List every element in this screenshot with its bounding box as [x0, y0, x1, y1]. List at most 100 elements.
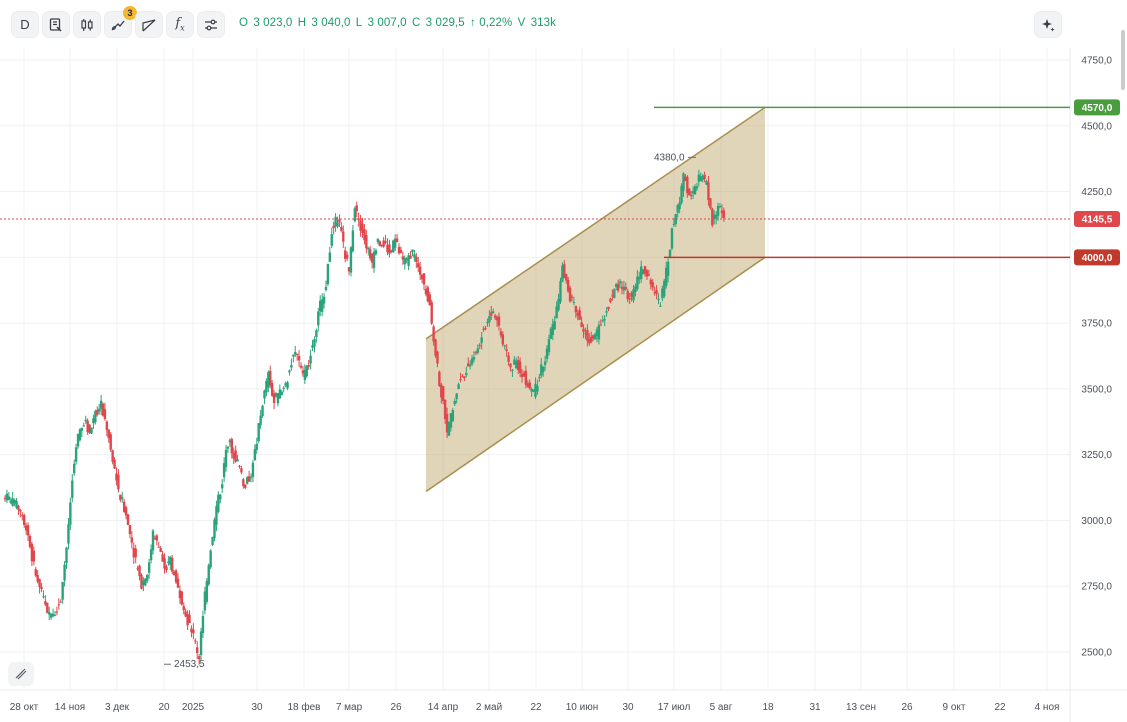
x-tick-label: 10 июн — [566, 702, 599, 713]
candle-body — [651, 282, 654, 288]
candle-body — [480, 337, 483, 343]
candle-body — [222, 463, 226, 478]
candle-body — [328, 252, 332, 262]
candle-body — [105, 421, 109, 431]
candle-body — [426, 287, 430, 302]
candle-body — [103, 409, 107, 419]
candle-body — [147, 562, 151, 573]
time-axis[interactable]: 28 окт 14 ноя 3 дек 20 2025 30 18 фев 7 мар 26 14… — [10, 701, 1060, 713]
candle-body — [267, 372, 270, 388]
candle-body — [63, 564, 66, 581]
candle-body — [184, 611, 187, 617]
candle-body — [244, 484, 247, 488]
candle-body — [688, 188, 691, 196]
candle-body — [315, 330, 318, 338]
drawing-line-icon — [142, 18, 156, 31]
candle-body — [628, 298, 631, 300]
parallel-channel[interactable] — [425, 106, 766, 493]
x-tick-label: 17 июл — [658, 702, 691, 713]
candle-body — [686, 176, 689, 194]
candle-body — [71, 480, 74, 499]
candle-body — [96, 409, 99, 415]
candle-body — [547, 339, 551, 353]
ruler-button[interactable] — [8, 662, 34, 686]
candle-body — [276, 393, 280, 404]
candle-body — [488, 316, 491, 323]
candle-body — [238, 465, 241, 467]
candle-body — [565, 274, 568, 281]
compare-button[interactable] — [42, 11, 70, 38]
candle-body — [545, 348, 549, 359]
candle-body — [478, 345, 481, 347]
candle-body — [253, 449, 257, 461]
candle-body — [167, 561, 170, 564]
candle-body — [270, 383, 274, 396]
candle-body — [9, 500, 12, 504]
candle-body — [568, 287, 572, 302]
candle-body — [557, 298, 560, 311]
candle-body — [490, 312, 493, 316]
y-tick-label: 2500,0 — [1081, 648, 1112, 659]
candle-body — [219, 494, 222, 500]
candle-body — [678, 202, 681, 209]
x-tick-label: 2 май — [476, 702, 502, 713]
candle-body — [209, 550, 212, 568]
candle-body — [536, 385, 539, 392]
low-annotation: 2453,5 — [174, 659, 205, 670]
candle-body — [217, 494, 220, 512]
price-axis[interactable]: 4750,0 4500,0 4250,0 4000,0 3750,0 3500,0 3250… — [1074, 56, 1120, 659]
candle-body — [99, 400, 103, 409]
candle-body — [78, 429, 82, 441]
candle-body — [97, 408, 101, 412]
candle-body — [42, 596, 45, 598]
scrollbar-thumb[interactable] — [1121, 30, 1125, 90]
fx-icon: fx — [175, 16, 184, 33]
candle-body — [572, 301, 576, 303]
candle-body — [649, 279, 653, 285]
candle-body — [334, 216, 337, 227]
interval-button[interactable]: D — [11, 11, 39, 38]
candle-body — [215, 506, 218, 525]
indicators-button[interactable]: 3 — [104, 6, 137, 38]
candle-body — [668, 249, 672, 258]
candle-body — [322, 296, 326, 304]
candle-body — [126, 514, 130, 525]
candle-body — [65, 547, 68, 563]
candle-body — [171, 557, 174, 572]
candle-body — [130, 537, 134, 543]
y-tick-label: 3750,0 — [1081, 319, 1112, 330]
x-tick-label: 7 мар — [336, 702, 363, 713]
x-tick-label: 26 — [901, 702, 913, 713]
candle-body — [368, 249, 372, 259]
candle-body — [676, 205, 679, 213]
candle-body — [199, 631, 203, 656]
price-levels[interactable] — [0, 106, 1070, 259]
drawing-tools-button[interactable] — [135, 11, 163, 38]
candle-body — [672, 223, 676, 225]
candle-body — [422, 273, 426, 285]
candle-body — [265, 380, 268, 393]
candle-body — [157, 546, 160, 548]
candle-body — [399, 249, 403, 253]
chart-type-button[interactable] — [73, 11, 101, 38]
candle-body — [430, 302, 433, 324]
candle-body — [80, 427, 84, 431]
volume-value: 313k — [530, 17, 557, 29]
settings-button[interactable] — [197, 11, 225, 38]
candle-body — [305, 365, 308, 377]
candle-body — [44, 601, 47, 605]
candle-body — [151, 530, 155, 551]
close-label: C — [411, 17, 421, 29]
candle-body — [380, 244, 383, 247]
ai-assistant-button[interactable] — [1034, 11, 1062, 38]
sparkle-icon — [1042, 18, 1055, 31]
candle-body — [561, 265, 564, 282]
candle-body — [140, 574, 143, 589]
candle-body — [180, 591, 184, 605]
candle-body — [132, 547, 135, 558]
candle-body — [311, 345, 314, 349]
candle-body — [401, 256, 405, 260]
support-price-tag-bg — [1074, 249, 1120, 266]
formula-button[interactable]: fx — [166, 11, 194, 38]
